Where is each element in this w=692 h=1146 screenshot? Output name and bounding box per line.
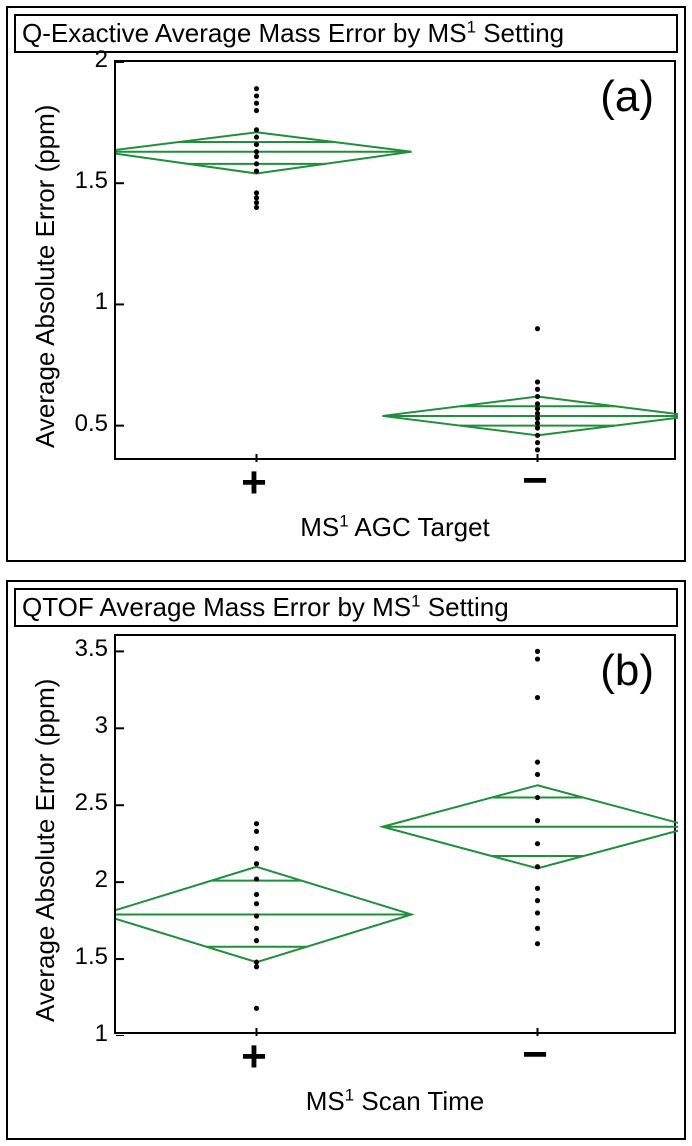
- panel-a-xtick-plus: +: [234, 458, 274, 508]
- ytick-label: 0.5: [58, 410, 108, 438]
- panel-b-plot: (b): [114, 634, 676, 1034]
- ytick-label: 3: [58, 712, 108, 740]
- panel-b-xlabel: MS1 Scan Time: [114, 1086, 676, 1117]
- panel-a-xlabel: MS1 AGC Target: [114, 512, 676, 543]
- panel-a-svg: [116, 62, 678, 462]
- panel-b-svg: [116, 636, 678, 1036]
- panel-b-frame: QTOF Average Mass Error by MS1 Setting (…: [6, 580, 686, 1140]
- ytick-label: 1.5: [58, 943, 108, 971]
- panel-a-title: Q-Exactive Average Mass Error by MS1 Set…: [22, 18, 564, 48]
- panel-b-xtick-plus: +: [234, 1032, 274, 1082]
- panel-b-title: QTOF Average Mass Error by MS1 Setting: [22, 592, 509, 622]
- ytick-label: 2: [58, 866, 108, 894]
- panel-a-xlabel-text: MS1 AGC Target: [300, 512, 490, 542]
- panel-b-title-box: QTOF Average Mass Error by MS1 Setting: [14, 588, 678, 627]
- panel-b-xtick-minus: −: [515, 1030, 555, 1080]
- ytick-label: 2.5: [58, 789, 108, 817]
- ytick-label: 1.5: [58, 167, 108, 195]
- panel-a-frame: Q-Exactive Average Mass Error by MS1 Set…: [6, 6, 686, 562]
- panel-a-xtick-minus: −: [515, 456, 555, 506]
- panel-a-ylabel: Average Absolute Error (ppm): [30, 105, 61, 448]
- ytick-label: 1: [58, 288, 108, 316]
- ytick-label: 1: [58, 1020, 108, 1048]
- panel-a-title-box: Q-Exactive Average Mass Error by MS1 Set…: [14, 14, 678, 53]
- ytick-label: 2: [58, 46, 108, 74]
- ytick-label: 3.5: [58, 635, 108, 663]
- panel-a-plot: (a): [114, 60, 676, 460]
- panel-b-xlabel-text: MS1 Scan Time: [306, 1086, 484, 1116]
- panel-b-ylabel: Average Absolute Error (ppm): [30, 679, 61, 1022]
